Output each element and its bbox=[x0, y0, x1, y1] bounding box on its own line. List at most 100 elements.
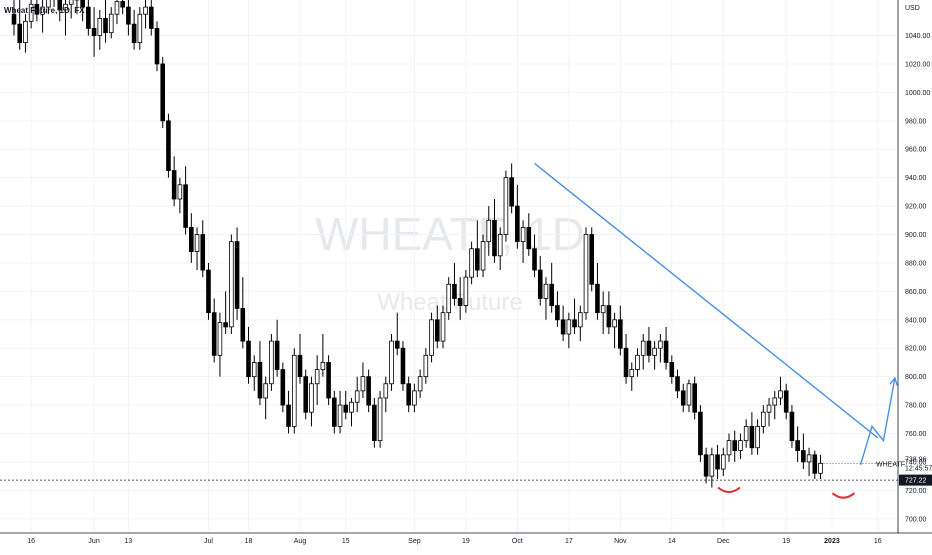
candle-body bbox=[68, 0, 74, 5]
candle bbox=[806, 447, 812, 477]
candle bbox=[492, 198, 497, 263]
candle bbox=[532, 234, 537, 278]
candle bbox=[640, 334, 646, 370]
candle bbox=[400, 341, 406, 391]
candle-body bbox=[263, 383, 268, 399]
candle bbox=[23, 14, 28, 53]
candle-body bbox=[314, 369, 320, 385]
time-tick-label: 2023 bbox=[824, 538, 840, 545]
candle bbox=[789, 405, 795, 448]
candle-body bbox=[389, 340, 394, 385]
candle-body bbox=[469, 248, 474, 278]
candle-body bbox=[778, 390, 783, 399]
candle-body bbox=[463, 276, 469, 306]
candle-body bbox=[480, 241, 486, 271]
candle bbox=[463, 270, 469, 313]
time-tick-label: Dec bbox=[717, 538, 730, 545]
candle bbox=[755, 419, 760, 455]
candle-body bbox=[532, 248, 537, 271]
candle bbox=[171, 156, 177, 207]
price-tick-label: 740.00 bbox=[905, 459, 927, 466]
candle bbox=[560, 305, 566, 342]
candle bbox=[57, 0, 63, 22]
candle bbox=[663, 326, 669, 370]
candle bbox=[189, 213, 194, 263]
candle-body bbox=[446, 283, 452, 314]
candle-body bbox=[229, 241, 234, 328]
candle-body bbox=[692, 383, 697, 413]
time-axis[interactable]: 16 Jun 13 Jul 18 Aug 15 Sep 19 Oct 17 Nov 14 Dec 19 202… bbox=[0, 532, 932, 545]
candle bbox=[515, 184, 520, 249]
time-tick-label: 17 bbox=[565, 538, 573, 545]
candle bbox=[394, 312, 400, 356]
candle-body bbox=[675, 376, 680, 392]
candle bbox=[629, 362, 635, 391]
candle-body bbox=[766, 404, 772, 413]
candle bbox=[446, 277, 452, 320]
time-tick-label: 18 bbox=[245, 538, 253, 545]
candle-body bbox=[148, 6, 154, 29]
candle-body bbox=[452, 283, 457, 299]
candle-body bbox=[680, 390, 686, 406]
candle-body bbox=[343, 404, 349, 413]
candle-body bbox=[269, 340, 274, 385]
candle bbox=[698, 405, 703, 462]
candle-body bbox=[761, 411, 766, 427]
candle-body bbox=[503, 177, 509, 235]
candle bbox=[709, 447, 715, 488]
candle-body bbox=[812, 454, 818, 474]
candle bbox=[303, 369, 309, 420]
candle bbox=[17, 0, 23, 50]
time-tick-label: 13 bbox=[125, 538, 133, 545]
candle bbox=[160, 56, 166, 128]
drawings: WHEATF bbox=[0, 162, 905, 499]
time-tick-label: Jul bbox=[204, 538, 213, 545]
candle bbox=[86, 0, 91, 36]
projection-label: WHEATF bbox=[876, 461, 905, 468]
candle bbox=[406, 376, 411, 413]
candle bbox=[429, 312, 434, 363]
candle-body bbox=[795, 440, 800, 451]
candle bbox=[772, 390, 778, 420]
candle-body bbox=[97, 18, 103, 36]
time-tick-label: Aug bbox=[294, 538, 307, 545]
candle bbox=[63, 0, 68, 36]
candle-body bbox=[703, 454, 709, 477]
candle-body bbox=[646, 340, 652, 356]
candles bbox=[11, 0, 823, 488]
candle bbox=[74, 0, 80, 15]
price-axis[interactable]: 700.00 720.00 740.00 760.00 780.00 800.00 820.… bbox=[897, 0, 932, 533]
candle bbox=[166, 113, 171, 178]
candle-body bbox=[354, 390, 360, 403]
time-tick-label: 16 bbox=[27, 538, 35, 545]
candle-body bbox=[326, 362, 331, 399]
resistance-trendline bbox=[534, 162, 879, 439]
time-tick-label: Jun bbox=[88, 538, 99, 545]
time-tick-label: 14 bbox=[668, 538, 676, 545]
candle bbox=[589, 227, 595, 292]
candle bbox=[766, 397, 772, 427]
candle bbox=[91, 7, 97, 57]
candle bbox=[795, 426, 800, 462]
candle bbox=[211, 298, 217, 363]
candle bbox=[68, 0, 74, 19]
price-tick-label: 920.00 bbox=[905, 204, 927, 211]
candle bbox=[360, 362, 366, 398]
candle bbox=[680, 383, 686, 413]
candle-body bbox=[291, 354, 297, 427]
candle bbox=[257, 341, 263, 406]
candle-body bbox=[171, 170, 177, 200]
candle bbox=[801, 433, 806, 470]
candle bbox=[280, 362, 286, 413]
candle bbox=[40, 0, 45, 33]
candle bbox=[618, 305, 623, 356]
price-tick-label: 760.00 bbox=[905, 431, 927, 438]
candle-body bbox=[23, 20, 28, 44]
candle-body bbox=[732, 440, 738, 451]
price-tick-label: 960.00 bbox=[905, 147, 927, 154]
candle bbox=[246, 326, 251, 384]
candle bbox=[623, 334, 629, 384]
candle-body bbox=[720, 454, 726, 470]
